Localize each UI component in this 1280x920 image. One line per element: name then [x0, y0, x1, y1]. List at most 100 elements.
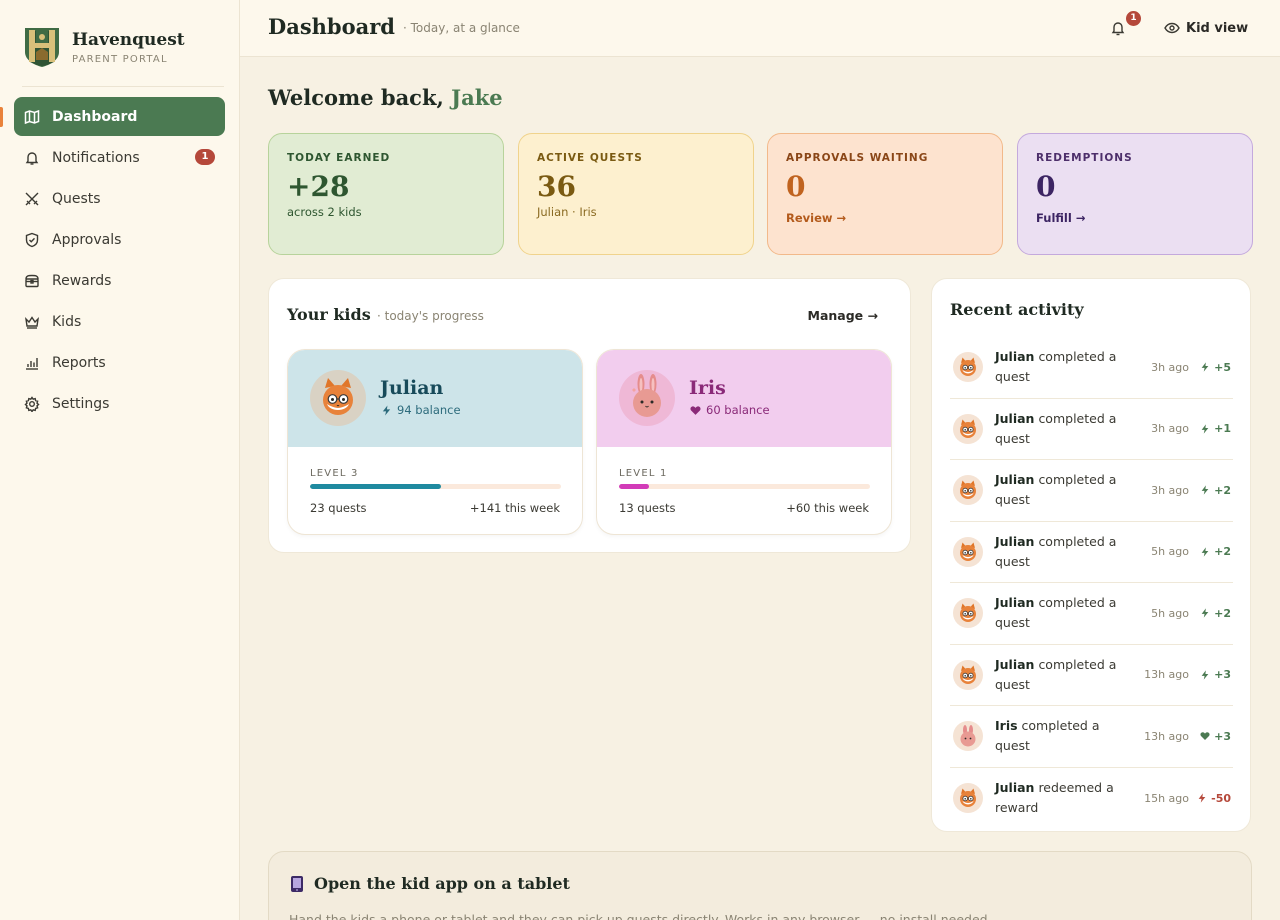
- level-progress-bar: [310, 484, 561, 489]
- sidebar-item-settings[interactable]: Settings: [14, 384, 225, 423]
- heart-icon: [1200, 731, 1214, 741]
- sidebar-item-reports[interactable]: Reports: [14, 343, 225, 382]
- activity-who: Julian: [995, 656, 1035, 672]
- bolt-icon: [1200, 362, 1214, 372]
- stat-card-approvals-waiting[interactable]: APPROVALS WAITING 0 Review →: [767, 133, 1003, 255]
- activity-row[interactable]: Julian completed a quest 3h ago +1: [950, 399, 1233, 460]
- activity-points-value: +2: [1214, 545, 1231, 559]
- activity-text: Julian completed a quest: [995, 470, 1125, 510]
- sidebar-item-quests[interactable]: Quests: [14, 179, 225, 218]
- stat-label: REDEMPTIONS: [1036, 152, 1133, 164]
- notification-badge: 1: [195, 149, 215, 165]
- activity-text: Julian completed a quest: [995, 532, 1125, 572]
- kid-card-julian[interactable]: Julian 94 balance LEVEL 3 23 quests +141…: [287, 349, 583, 535]
- kid-card-iris[interactable]: Iris 60 balance LEVEL 1 13 quests +60 th…: [596, 349, 892, 535]
- tablet-title-text: Open the kid app on a tablet: [314, 874, 570, 893]
- activity-text: Julian completed a quest: [995, 347, 1125, 387]
- activity-points-value: +3: [1214, 668, 1231, 682]
- activity-points-value: +2: [1214, 483, 1231, 497]
- kid-app-tablet-panel: Open the kid app on a tablet Hand the ki…: [268, 851, 1252, 920]
- tablet-description: Hand the kids a phone or tablet and they…: [289, 912, 992, 920]
- tablet-icon: [291, 875, 303, 892]
- activity-list: Julian completed a quest 3h ago +5 Julian c…: [950, 337, 1233, 829]
- stat-card-active-quests: ACTIVE QUESTS 36 Julian · Iris: [518, 133, 754, 255]
- activity-row[interactable]: Julian redeemed a reward 15h ago -50: [950, 768, 1233, 830]
- kid-week-total: +141 this week: [469, 501, 560, 515]
- stat-card-redemptions[interactable]: REDEMPTIONS 0 Fulfill →: [1017, 133, 1253, 255]
- kid-view-label: Kid view: [1186, 20, 1249, 36]
- activity-who: Julian: [995, 410, 1035, 426]
- activity-points-value: +5: [1214, 360, 1231, 374]
- bolt-icon: [1200, 670, 1214, 680]
- bolt-icon: [1200, 424, 1214, 434]
- kid-view-button[interactable]: Kid view: [1164, 20, 1248, 36]
- notification-count-badge: 1: [1126, 11, 1141, 26]
- bell-icon[interactable]: [1110, 19, 1126, 37]
- activity-points-value: -50: [1211, 791, 1231, 805]
- stat-value: 36: [537, 170, 576, 203]
- manage-link[interactable]: Manage →: [807, 308, 878, 323]
- stat-sub: across 2 kids: [287, 205, 362, 219]
- level-progress-fill: [310, 484, 441, 489]
- activity-time: 3h ago: [1151, 422, 1189, 436]
- activity-row[interactable]: Julian completed a quest 3h ago +5: [950, 337, 1233, 399]
- stat-label: APPROVALS WAITING: [786, 152, 929, 164]
- crest-logo-icon: [25, 28, 59, 67]
- kid-name: Julian: [380, 377, 444, 399]
- activity-who: Julian: [995, 349, 1035, 365]
- fox-avatar-icon: [953, 352, 983, 383]
- sidebar-item-label: Dashboard: [52, 108, 138, 125]
- activity-title: Recent activity: [950, 300, 1084, 319]
- welcome-prefix: Welcome back,: [268, 85, 444, 110]
- activity-action: redeemed a reward: [995, 780, 1114, 816]
- review-link[interactable]: Review →: [786, 211, 847, 225]
- welcome-name: Jake: [451, 85, 503, 110]
- activity-points: +1: [1200, 422, 1231, 435]
- kid-card-header: Julian 94 balance: [288, 350, 582, 447]
- activity-time: 5h ago: [1151, 545, 1189, 559]
- page-title: Dashboard: [268, 14, 395, 39]
- gear-icon: [24, 395, 40, 412]
- sidebar-item-label: Quests: [52, 190, 101, 207]
- sidebar-nav: Dashboard Notifications 1 Quests Approva…: [14, 97, 225, 425]
- stat-card-today-earned: TODAY EARNED +28 across 2 kids: [268, 133, 504, 255]
- activity-action: completed a quest: [995, 595, 1117, 631]
- activity-row[interactable]: Julian completed a quest 5h ago +2: [950, 522, 1233, 583]
- sidebar-item-kids[interactable]: Kids: [14, 302, 225, 341]
- sidebar-item-rewards[interactable]: Rewards: [14, 261, 225, 300]
- bar-chart-icon: [24, 355, 40, 371]
- activity-action: completed a quest: [995, 410, 1117, 446]
- shield-check-icon: [24, 232, 40, 248]
- welcome-heading: Welcome back, Jake: [268, 85, 503, 110]
- bunny-avatar-icon: [619, 370, 675, 426]
- top-header: Dashboard · Today, at a glance 1 Kid vie…: [240, 0, 1280, 57]
- fox-avatar-icon: [953, 536, 983, 567]
- sidebar-item-notifications[interactable]: Notifications 1: [14, 138, 225, 177]
- activity-time: 5h ago: [1151, 606, 1189, 620]
- stat-label: ACTIVE QUESTS: [537, 152, 643, 164]
- activity-time: 3h ago: [1151, 483, 1189, 497]
- crown-icon: [24, 314, 40, 330]
- kid-week-total: +60 this week: [786, 501, 869, 515]
- kid-level: LEVEL 1: [619, 468, 668, 479]
- activity-row[interactable]: Julian completed a quest 3h ago +2: [950, 460, 1233, 522]
- brand[interactable]: Havenquest PARENT PORTAL: [22, 26, 185, 68]
- activity-row[interactable]: Julian completed a quest 5h ago +2: [950, 583, 1233, 645]
- activity-points-value: +1: [1214, 422, 1231, 436]
- active-indicator: [0, 107, 3, 127]
- sidebar-item-approvals[interactable]: Approvals: [14, 220, 225, 259]
- bolt-icon: [1200, 485, 1214, 495]
- fulfill-link[interactable]: Fulfill →: [1036, 211, 1086, 225]
- activity-row[interactable]: Julian completed a quest 13h ago +3: [950, 645, 1233, 706]
- stat-label: TODAY EARNED: [287, 152, 391, 164]
- stat-value: 0: [786, 170, 806, 203]
- activity-time: 13h ago: [1144, 668, 1189, 682]
- activity-row[interactable]: Iris completed a quest 13h ago +3: [950, 706, 1233, 768]
- stat-value: +28: [287, 170, 350, 203]
- sidebar-item-label: Rewards: [52, 272, 112, 289]
- sidebar-item-dashboard[interactable]: Dashboard: [14, 97, 225, 136]
- activity-time: 15h ago: [1144, 791, 1189, 805]
- swords-icon: [24, 191, 40, 207]
- activity-points: +2: [1200, 607, 1231, 620]
- activity-who: Julian: [995, 595, 1035, 611]
